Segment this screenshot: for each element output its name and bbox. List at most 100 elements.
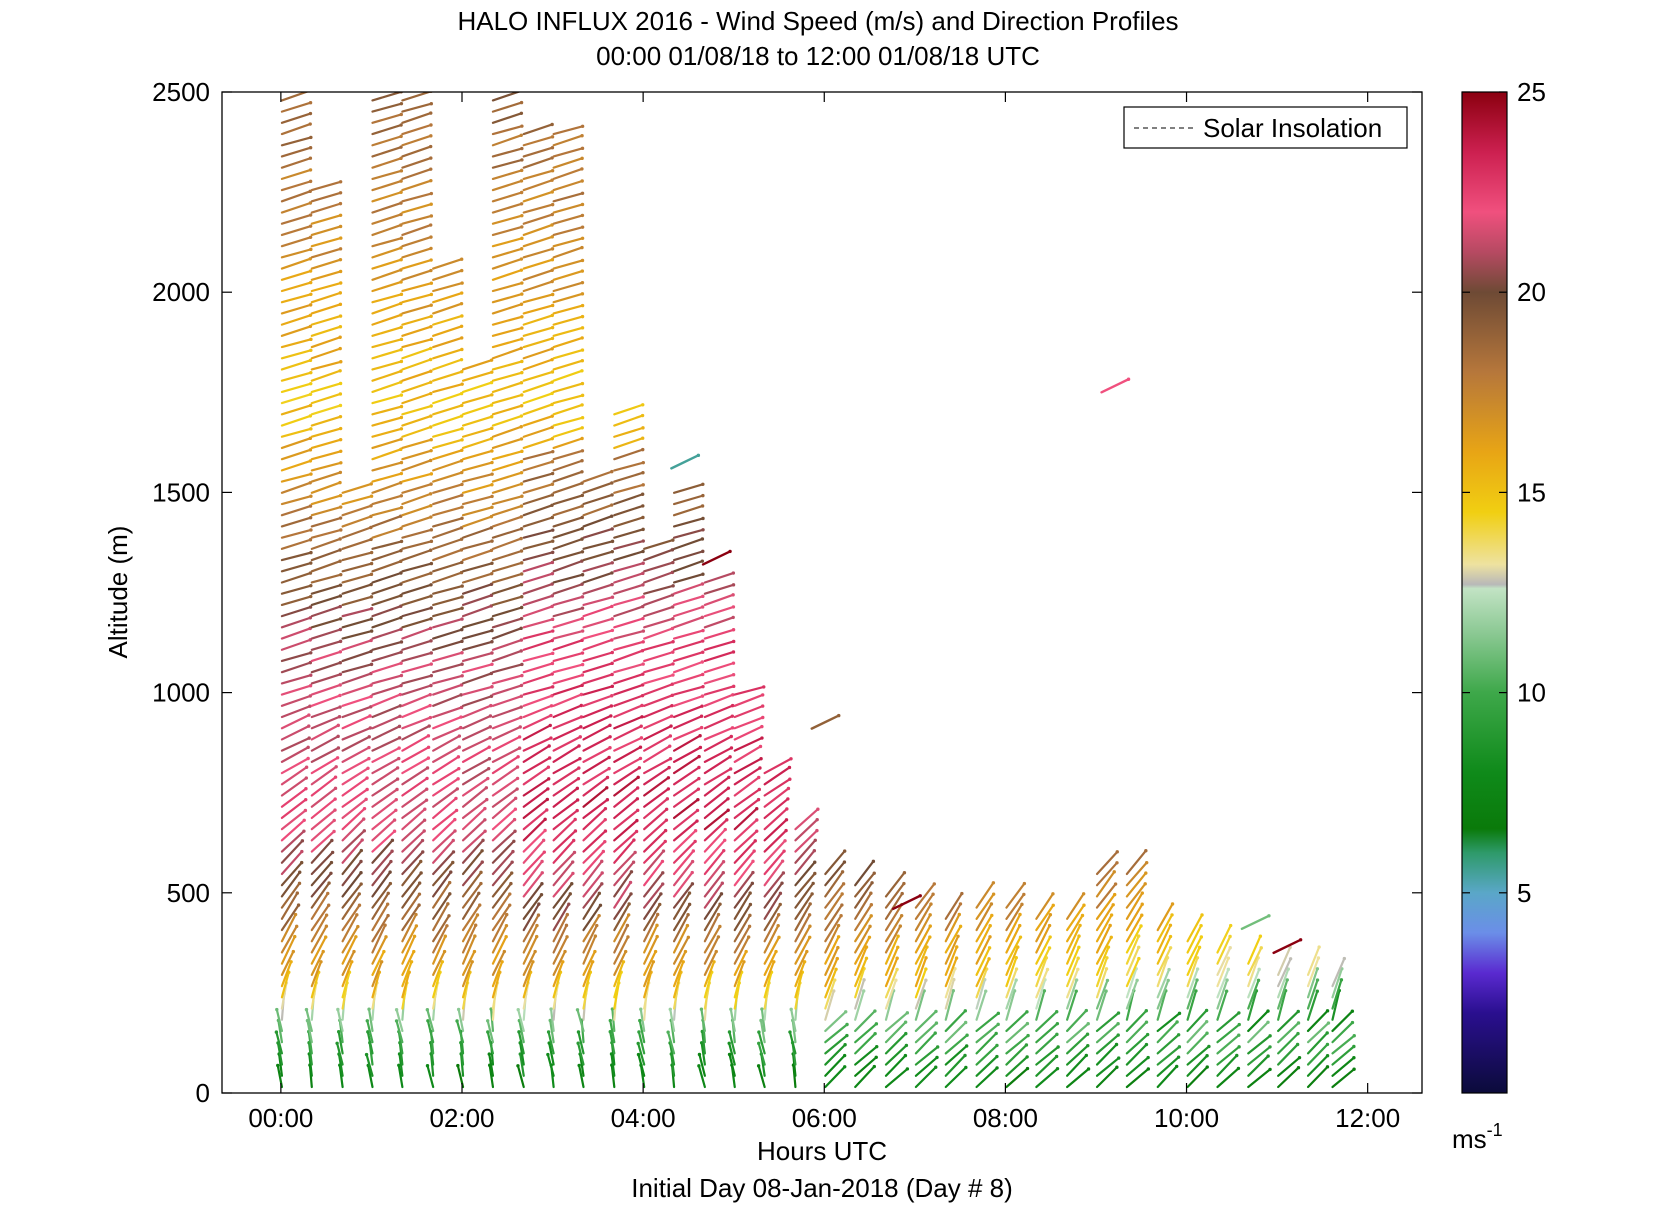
wind-vector — [703, 839, 726, 864]
wind-vector-head — [511, 849, 515, 854]
wind-vector-head — [731, 639, 736, 644]
wind-vector — [371, 809, 397, 831]
wind-vector — [1331, 978, 1343, 1010]
wind-vector — [488, 1064, 495, 1089]
wind-vector-head — [593, 949, 597, 954]
wind-vector — [432, 861, 454, 887]
wind-vector — [763, 860, 784, 887]
wind-vector — [609, 1030, 616, 1055]
wind-vector — [371, 237, 403, 248]
wind-vector — [401, 850, 424, 876]
wind-vector-head — [580, 179, 584, 183]
wind-vector — [613, 960, 625, 988]
wind-vector — [310, 450, 342, 461]
wind-vector-head — [399, 650, 403, 654]
wind-vector-head — [399, 359, 404, 364]
wind-vector — [426, 1019, 435, 1044]
wind-vector — [522, 415, 554, 427]
wind-vector — [401, 449, 433, 461]
wind-vector — [522, 370, 554, 382]
wind-vector-head — [580, 167, 584, 171]
wind-vector-head — [338, 403, 343, 408]
wind-vector — [1306, 1031, 1329, 1055]
wind-vector-head — [561, 960, 565, 964]
wind-vector — [522, 358, 554, 371]
wind-vector — [944, 1066, 967, 1089]
wind-vector — [794, 849, 816, 876]
wind-vector — [1066, 957, 1080, 988]
wind-vector — [280, 382, 312, 393]
wind-vector-head — [862, 978, 866, 982]
wind-vector-head — [700, 694, 705, 698]
wind-vector-head — [576, 776, 581, 781]
wind-vector-head — [610, 1007, 615, 1011]
wind-vector-head — [1116, 1022, 1120, 1026]
wind-vector — [643, 766, 671, 786]
wind-vector — [582, 767, 611, 786]
wind-vector-head — [697, 1052, 702, 1057]
wind-vector — [549, 1007, 555, 1033]
wind-vector — [432, 892, 451, 920]
wind-vector-head — [426, 734, 431, 738]
wind-vector — [1156, 1012, 1181, 1033]
wind-vector — [341, 767, 370, 786]
wind-vector — [280, 713, 310, 730]
wind-vector — [310, 819, 336, 842]
wind-vector — [432, 777, 460, 797]
wind-vector — [824, 1034, 849, 1055]
wind-vector-head — [931, 892, 935, 896]
wind-vector — [280, 538, 312, 550]
wind-vector — [432, 538, 463, 550]
wind-vector-head — [729, 746, 734, 750]
wind-vector-head — [478, 903, 482, 907]
wind-vector-head — [460, 606, 464, 610]
wind-vector — [613, 539, 645, 550]
wind-vector — [491, 705, 523, 719]
wind-vector-head — [429, 292, 434, 297]
wind-vector — [341, 714, 372, 730]
wind-vector-head — [309, 135, 313, 140]
wind-vector — [280, 561, 312, 573]
wind-vector — [884, 892, 904, 920]
wind-vector — [401, 492, 432, 506]
wind-vector — [522, 572, 554, 584]
wind-vector — [310, 528, 342, 539]
wind-vector-head — [580, 236, 585, 241]
wind-vector-head — [489, 703, 493, 708]
wind-vector-head — [293, 912, 298, 917]
wind-vector — [522, 314, 554, 326]
wind-vector-head — [362, 817, 366, 821]
wind-vector — [432, 839, 455, 864]
wind-vector-head — [472, 949, 477, 954]
wind-vector-head — [1204, 1019, 1209, 1024]
wind-vector-head — [933, 1031, 937, 1035]
wind-vector-head — [485, 797, 489, 802]
wind-vector — [733, 903, 752, 932]
wind-vector-head — [542, 850, 547, 854]
wind-vector — [461, 725, 492, 741]
wind-vector-head — [394, 1019, 399, 1023]
wind-vector — [341, 672, 373, 685]
wind-vector — [401, 960, 413, 988]
wind-vector — [522, 247, 554, 259]
wind-vector-head — [551, 528, 555, 532]
wind-vector-head — [651, 960, 656, 964]
wind-vector-head — [603, 817, 607, 822]
wind-vector-head — [309, 370, 313, 375]
wind-vector — [491, 606, 523, 618]
wind-vector-head — [1140, 891, 1144, 895]
wind-vector-head — [428, 715, 433, 720]
wind-vector — [700, 1041, 706, 1066]
wind-vector-head — [655, 934, 659, 939]
wind-vector-head — [324, 913, 329, 917]
wind-vector-head — [1016, 945, 1020, 949]
wind-vector-head — [513, 796, 518, 801]
wind-vector-head — [894, 978, 898, 982]
wind-vector — [552, 449, 584, 461]
wind-vector — [522, 450, 554, 461]
wind-vector — [491, 695, 523, 707]
wind-vector — [401, 693, 432, 707]
wind-vector — [582, 914, 601, 943]
wind-vector-head — [956, 934, 960, 939]
wind-vector-head — [1199, 935, 1204, 939]
